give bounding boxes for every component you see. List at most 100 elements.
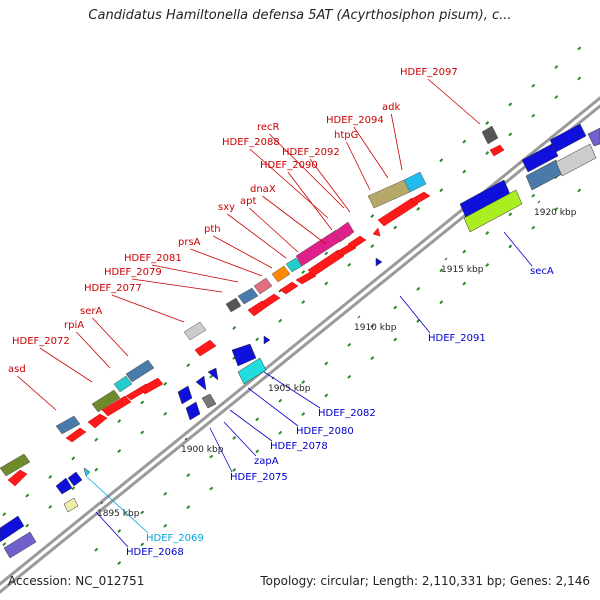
gene-label-hdef_2072: HDEF_2072: [12, 336, 70, 347]
track-dot: [324, 281, 329, 286]
track-dot: [485, 151, 490, 155]
tick-label: 1905 kbp: [268, 384, 311, 394]
track-dot: [255, 337, 260, 342]
gene-arrow-blue: [375, 257, 383, 267]
track-dot: [209, 486, 214, 491]
gene-arrow: [377, 197, 419, 227]
gene-block-yellow: [63, 497, 79, 513]
forward-genes: [0, 125, 505, 487]
track-dot: [347, 342, 352, 347]
leader-line: [213, 235, 273, 269]
track-dot: [416, 286, 421, 291]
gene-block-gray: [183, 321, 207, 341]
leader-line: [229, 409, 273, 442]
track-dot: [554, 65, 559, 70]
tick-mark: [444, 257, 448, 261]
track-dot: [255, 417, 260, 422]
gene-block-blue: [549, 123, 587, 153]
leader-line: [209, 427, 233, 473]
leader-line: [17, 375, 57, 411]
track-dot: [48, 505, 53, 509]
gene-arrow-blue: [207, 367, 219, 381]
gene-label-hdef_2088: HDEF_2088: [222, 137, 280, 148]
track-dot: [278, 398, 283, 403]
leader-line: [247, 387, 299, 427]
track-dot: [140, 510, 145, 515]
tick-label: 1920 kbp: [534, 208, 577, 218]
track-dot: [462, 249, 467, 254]
track-dot: [186, 473, 191, 478]
track-dot: [324, 361, 329, 366]
track-dot: [301, 380, 306, 384]
track-dot: [25, 493, 30, 498]
gene-label-seca: secA: [530, 266, 554, 277]
map-title: Candidatus Hamiltonella defensa 5AT (Acy…: [88, 8, 512, 23]
tick-mark: [100, 501, 104, 505]
leader-line: [249, 207, 299, 253]
tick-label: 1895 kbp: [97, 509, 140, 519]
label-leader-lines: [17, 78, 533, 548]
track-dot: [508, 102, 513, 107]
gene-label-hdef_2092: HDEF_2092: [282, 147, 340, 158]
gene-arrow-cyan: [83, 467, 91, 477]
gene-arrow-blue: [177, 385, 193, 405]
gene-arrow: [139, 377, 164, 395]
track-dot: [577, 76, 582, 81]
track-dot: [577, 46, 582, 51]
track-dot: [301, 300, 306, 304]
gene-arrow: [307, 249, 345, 277]
track-dot: [71, 486, 76, 491]
tick-label: 1910 kbp: [354, 323, 397, 333]
gene-block-steel: [125, 359, 155, 383]
track-dot: [439, 158, 444, 163]
track-dot: [554, 207, 559, 212]
gene-arrow-blue: [195, 375, 207, 391]
track-dot: [439, 188, 444, 193]
gene-label-hdef_2069: HDEF_2069: [146, 533, 204, 544]
leader-line: [287, 171, 333, 231]
track-dot: [370, 214, 375, 219]
track-dot: [324, 251, 329, 256]
track-dot: [163, 411, 168, 416]
gene-block-steel: [237, 287, 259, 305]
gene-block-orange: [271, 265, 291, 283]
leader-line: [39, 347, 93, 383]
track-dot: [416, 206, 421, 211]
gene-label-hdef_2080: HDEF_2080: [296, 426, 354, 437]
track-dot: [163, 491, 168, 496]
track-dot: [531, 113, 536, 118]
track-dot: [232, 435, 237, 440]
gene-label-hdef_2091: HDEF_2091: [428, 333, 486, 344]
leader-line: [346, 141, 371, 191]
backbone: [0, 96, 600, 594]
gene-block-silver: [555, 143, 597, 177]
track-dot: [393, 225, 398, 230]
tick-labels: 1895 kbp 1900 kbp 1905 kbp 1910 kbp 1915 kbp…: [97, 200, 577, 519]
gene-arrow: [101, 395, 132, 417]
gene-arrow: [87, 413, 108, 429]
gene-block-olive: [91, 389, 121, 413]
gene-label-pth: pth: [204, 224, 221, 235]
leader-line: [223, 421, 257, 457]
leader-line: [190, 248, 263, 277]
track-dot: [163, 523, 168, 528]
forward-gene-labels: asd HDEF_2072 rpiA serA HDEF_2077 HDEF_2079 HD…: [8, 67, 458, 375]
track-dot: [485, 121, 490, 125]
gene-block-cyan: [113, 375, 133, 393]
gene-arrow: [279, 281, 299, 295]
gene-arrow-blue: [185, 401, 201, 421]
gene-block-purple: [3, 531, 37, 559]
track-dot: [462, 281, 467, 286]
track-dot: [439, 300, 444, 305]
gene-label-dnax: dnaX: [250, 184, 276, 195]
track-dot: [462, 169, 467, 174]
gene-label-rpia: rpiA: [64, 320, 84, 331]
gene-arrow: [335, 243, 357, 257]
track-dot: [301, 270, 306, 274]
track-dot: [531, 83, 536, 88]
reverse-genes: [0, 123, 600, 559]
gene-arrow: [489, 144, 505, 157]
leader-line: [131, 278, 223, 293]
gene-block-cyan: [403, 171, 427, 193]
